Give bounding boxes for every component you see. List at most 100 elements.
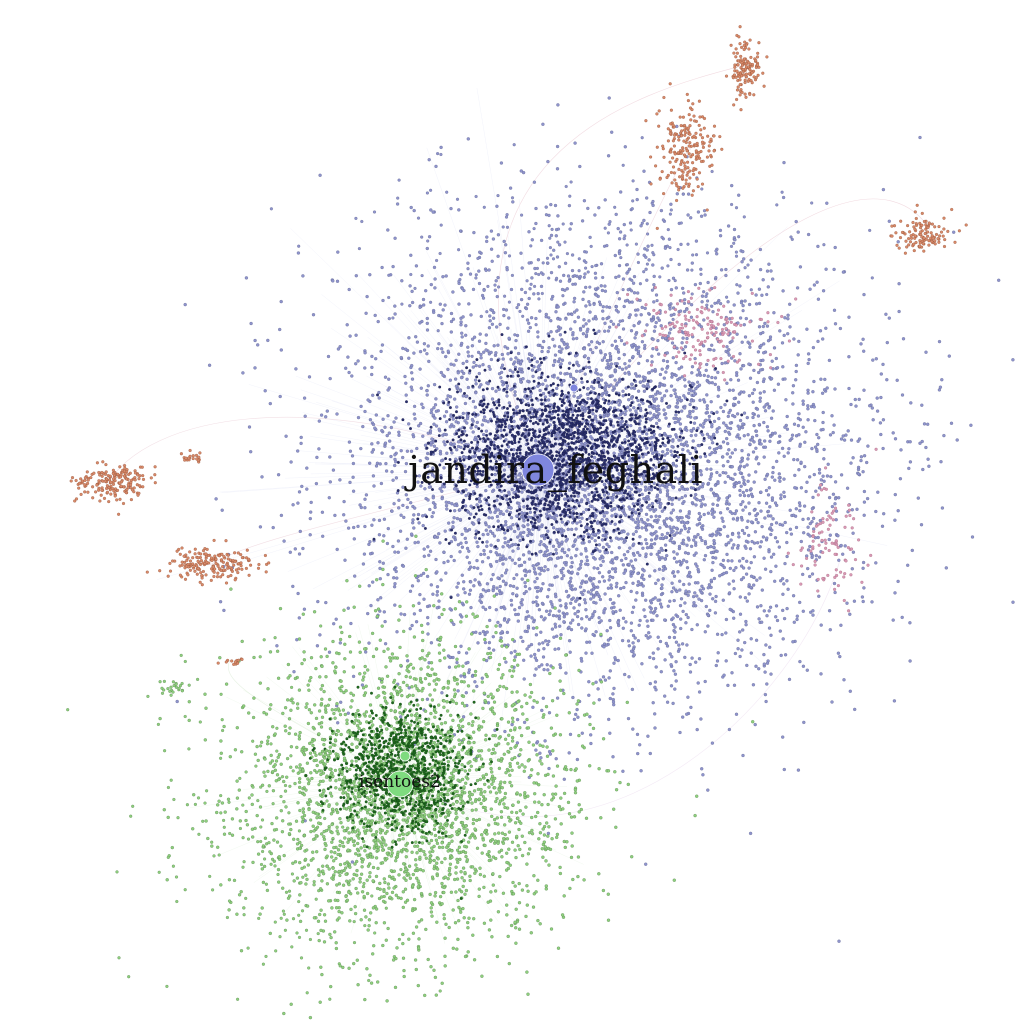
node [380,451,384,455]
node [387,316,391,321]
node [414,620,419,624]
node [839,437,844,441]
node [726,534,730,538]
node [715,549,719,554]
node [764,403,768,407]
node [505,498,509,502]
node [297,552,302,556]
node [546,159,550,164]
node [606,359,610,363]
node [464,488,468,492]
node [801,399,805,403]
node [628,408,632,412]
node [477,364,482,368]
node [738,471,743,475]
node [471,365,475,369]
node [557,345,562,349]
node [739,484,743,488]
node [898,477,903,481]
node [671,570,676,574]
node [384,469,389,473]
node [694,492,698,497]
graph-edge [539,398,702,471]
node [564,539,568,543]
node [746,494,751,498]
node [546,831,551,836]
node [506,326,510,330]
node [520,287,524,292]
node [467,302,471,306]
node [678,579,682,583]
node [503,729,507,734]
node [405,537,409,541]
node [546,668,550,672]
node [598,597,603,602]
node [613,339,618,343]
node [485,630,489,634]
node [501,357,505,361]
node [798,265,803,269]
node [542,485,547,490]
node [749,585,753,590]
node [485,540,489,544]
node [395,202,400,206]
node [747,501,751,505]
node [765,425,770,429]
node [752,555,757,559]
node [289,460,293,464]
node [579,552,583,556]
node [567,203,572,208]
node [630,687,635,692]
node [404,546,408,550]
graph-edge [399,779,500,877]
node [481,629,486,634]
node [795,614,799,618]
node [679,398,684,403]
node [553,344,557,348]
node [598,557,602,561]
node [552,248,556,252]
node [569,621,573,625]
node [417,474,422,478]
graph-edge [539,330,645,471]
node [503,251,508,255]
node [765,682,769,686]
node [509,651,513,655]
node [554,564,558,568]
node [570,253,575,257]
node [476,566,480,570]
node [672,574,677,578]
node [763,670,767,674]
node [644,598,648,602]
node [485,544,489,548]
node [687,582,691,586]
node [645,196,649,200]
node [570,527,574,532]
node [603,434,607,439]
node [741,490,745,495]
node [819,672,823,676]
node [583,598,587,602]
node [705,432,710,436]
node [447,500,451,505]
node [611,498,615,502]
node [464,333,468,337]
node [558,663,562,667]
node [621,389,625,393]
node [660,533,664,537]
node [746,453,751,457]
node [764,501,769,505]
node [534,667,538,671]
node [778,479,782,483]
node [474,459,478,463]
node [737,559,742,563]
node [806,388,810,392]
node [317,447,321,451]
node [541,122,545,126]
node [480,423,484,427]
node [659,324,663,328]
node [632,274,637,279]
node [590,536,594,540]
node [759,604,763,608]
node [469,512,473,516]
